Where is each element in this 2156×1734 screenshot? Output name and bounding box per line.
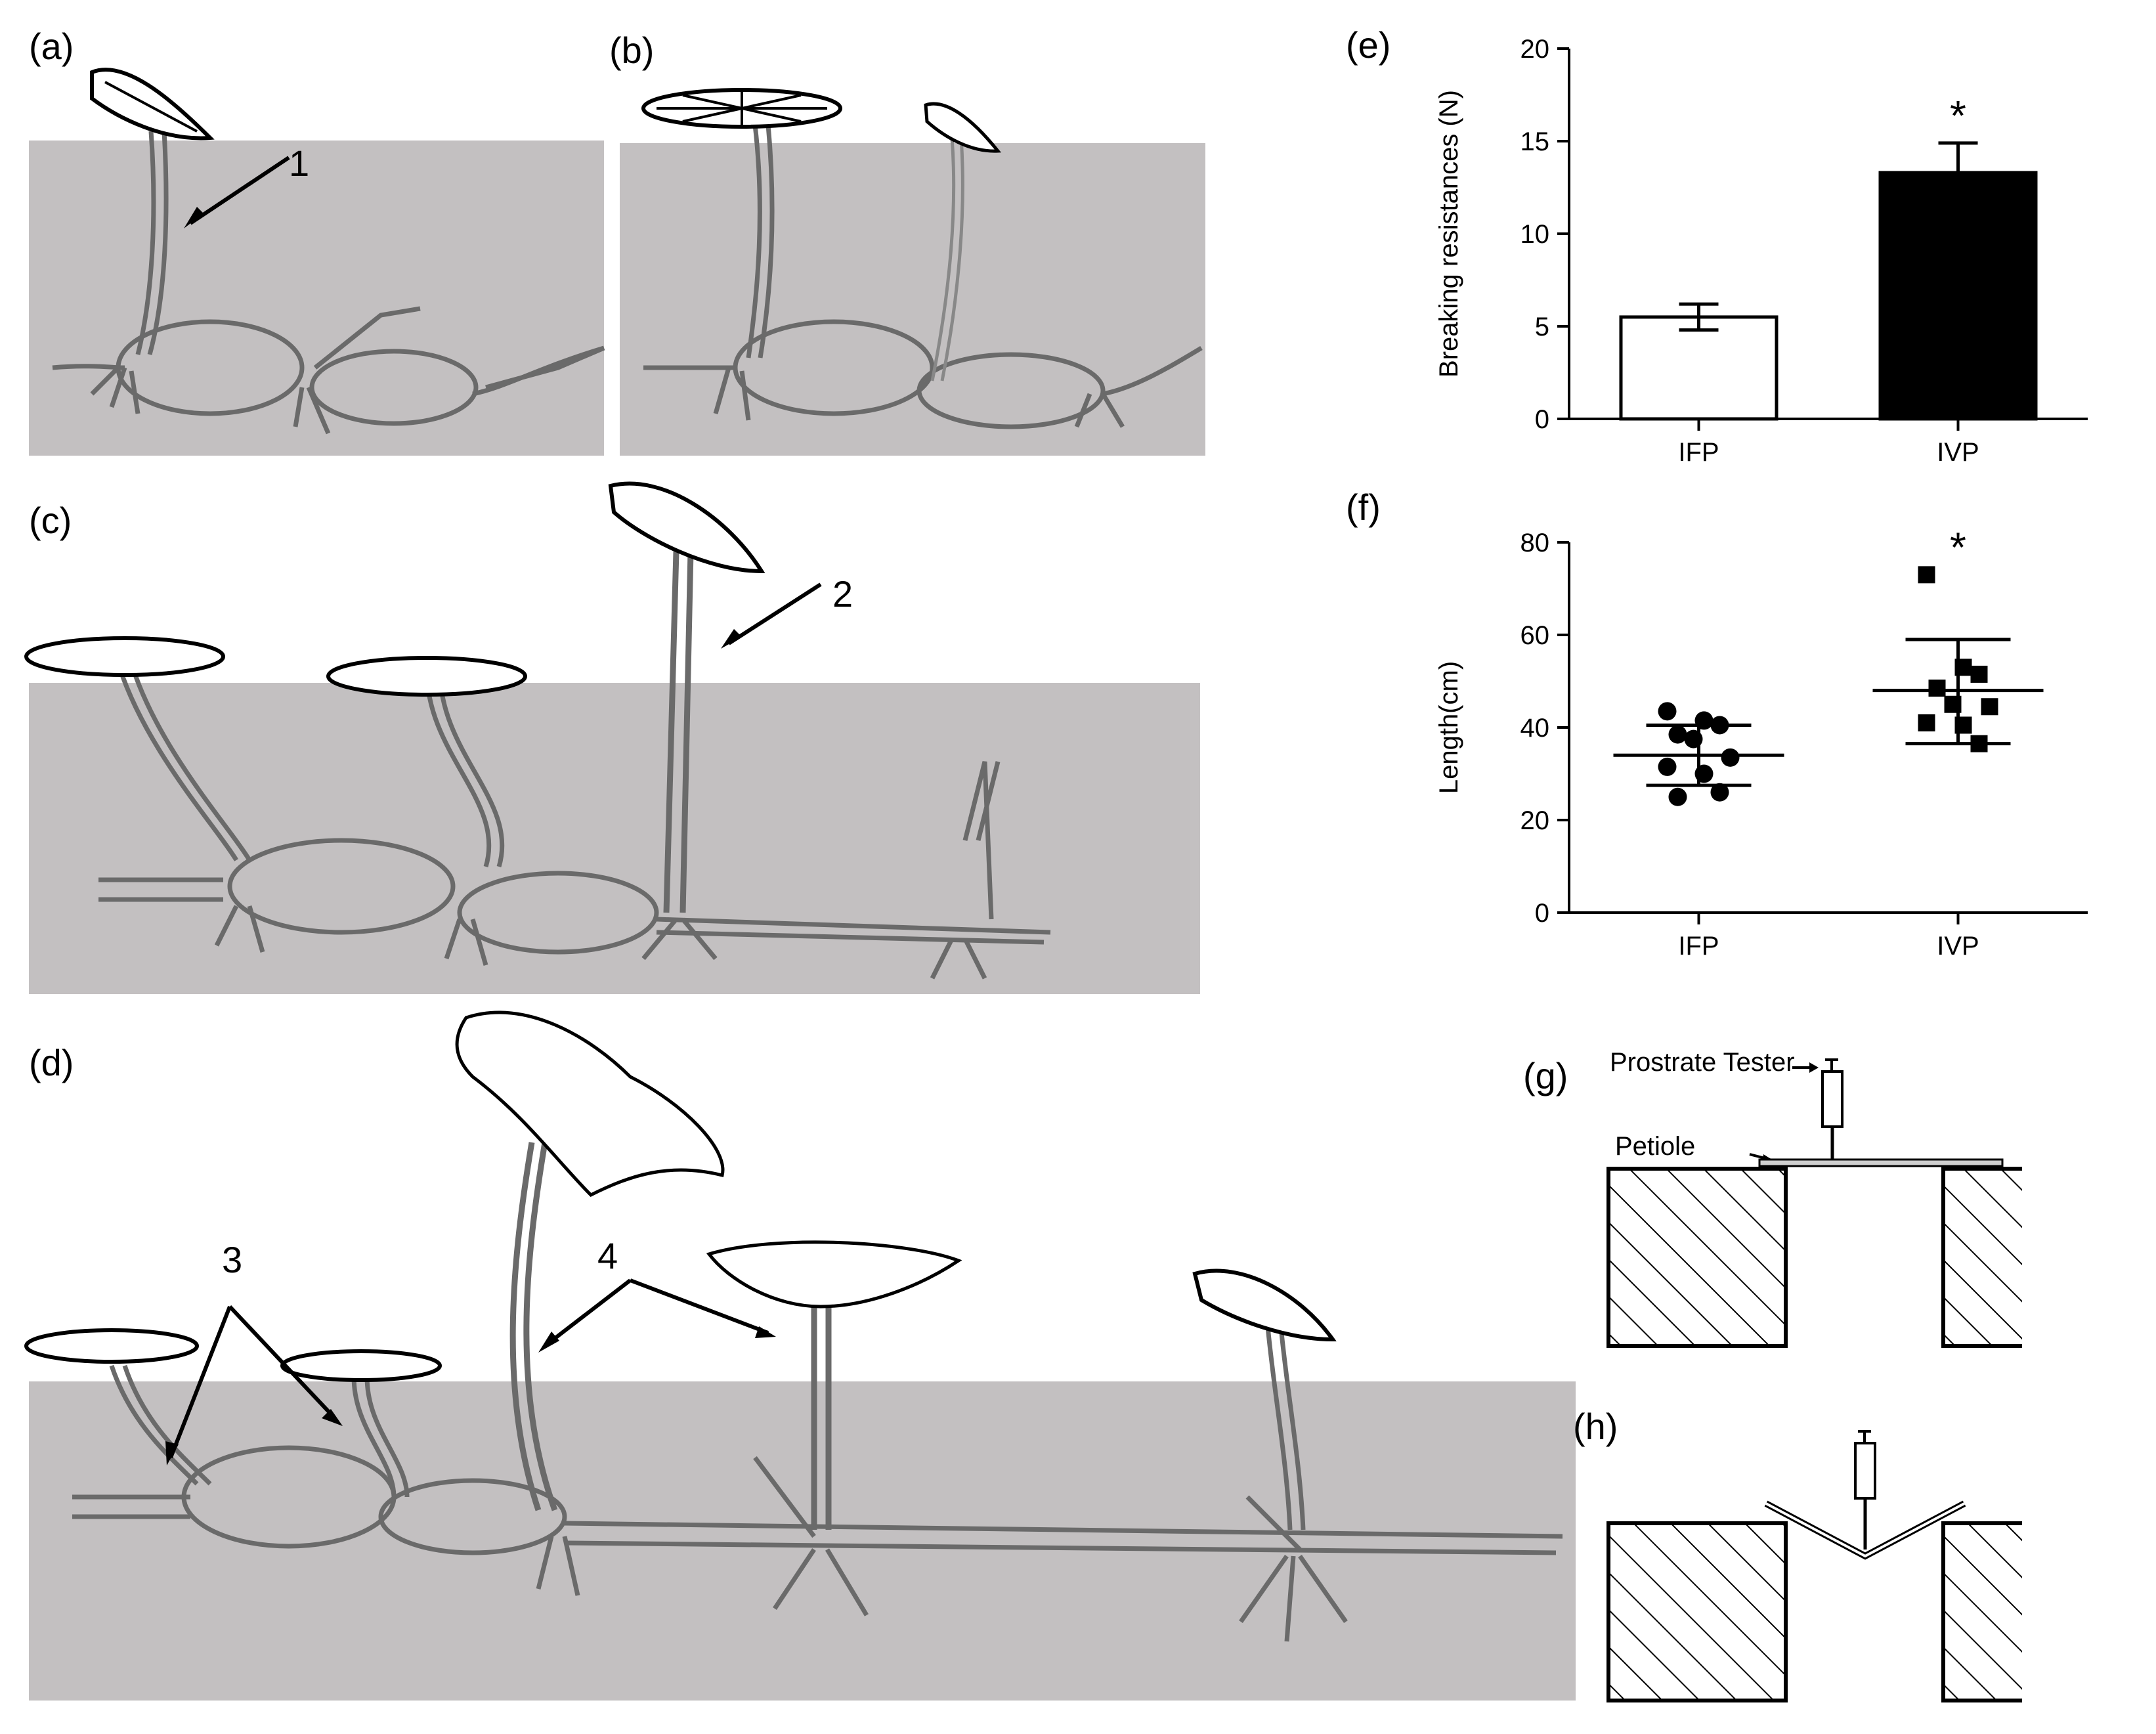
tester-diagram-g: [1606, 1058, 2022, 1348]
rhizome-node: [309, 349, 479, 426]
x-tick-label: IVP: [1937, 932, 1979, 961]
floating-leaf: [326, 656, 527, 697]
support-block-right: [1941, 1167, 2022, 1348]
y-tick-label: 0: [1535, 899, 1549, 928]
y-tick-label: 20: [1520, 806, 1550, 835]
support-block-left: [1606, 1167, 1788, 1348]
emergent-leaf: [455, 1010, 725, 1198]
rolled-leaf: [608, 481, 765, 574]
chart-breaking-resistance: Breaking resistances (N) 0 5 10 15 20 IFP IVP…: [1434, 35, 2088, 467]
y-tick-label: 15: [1520, 127, 1550, 156]
data-point: [1970, 665, 1988, 683]
y-tick-label: 10: [1520, 220, 1550, 249]
data-point: [1918, 714, 1935, 731]
support-block-right: [1941, 1521, 2022, 1702]
prostrate-tester-label: Prostrate Tester: [1610, 1048, 1795, 1077]
data-point: [1658, 702, 1677, 721]
floating-leaf: [641, 88, 842, 129]
y-tick-label: 20: [1520, 35, 1550, 64]
panel-label-c: (c): [29, 500, 72, 541]
bar-ivp: [1878, 171, 2038, 421]
lotus-illustration-a: [52, 68, 605, 435]
arrow-1: [184, 156, 290, 228]
y-axis-label: Breaking resistances (N): [1434, 90, 1463, 378]
y-tick-label: 80: [1520, 529, 1550, 557]
data-point: [1981, 698, 1998, 716]
data-point: [1928, 680, 1946, 697]
petiole-label: Petiole: [1615, 1132, 1696, 1161]
significance-star: *: [1950, 523, 1966, 571]
data-point: [1710, 783, 1729, 802]
bar-ifp: [1619, 315, 1779, 421]
panel-label-e: (e): [1346, 24, 1391, 66]
y-tick-label: 0: [1535, 405, 1549, 434]
data-point: [1668, 725, 1687, 744]
callout-4: 4: [597, 1235, 618, 1276]
petiole-sample: [1758, 1158, 2004, 1167]
lotus-illustration-d: [24, 1010, 1563, 1642]
emergent-leaf: [706, 1240, 962, 1309]
callout-1: 1: [289, 142, 310, 184]
floating-leaf: [280, 1349, 442, 1382]
tester-body: [1854, 1442, 1876, 1500]
y-axis-label: Length(cm): [1434, 661, 1463, 794]
callout-3: 3: [222, 1239, 243, 1280]
rolled-leaf: [924, 102, 1002, 153]
tester-body: [1821, 1070, 1843, 1128]
data-point: [1658, 757, 1677, 776]
y-tick-label: 40: [1520, 714, 1550, 743]
tester-diagram-h: [1606, 1430, 2022, 1702]
panel-label-h: (h): [1573, 1406, 1618, 1447]
data-point: [1721, 748, 1740, 767]
panel-label-a: (a): [29, 26, 74, 67]
y-tick-label: 5: [1535, 313, 1549, 341]
data-point: [1668, 787, 1687, 806]
y-tick-label: 60: [1520, 621, 1550, 650]
arrow-2: [721, 582, 822, 649]
rolled-leaf: [1192, 1268, 1337, 1342]
floating-leaf: [24, 1328, 199, 1364]
x-tick-label: IFP: [1678, 438, 1719, 467]
panel-label-f: (f): [1346, 487, 1381, 528]
arrows-4: [538, 1278, 776, 1353]
callout-2: 2: [832, 573, 853, 615]
x-tick-label: IVP: [1937, 438, 1979, 467]
lotus-illustration-c: [24, 481, 1051, 980]
chart-petiole-length: Length(cm) 0 20 40 60 80 IFP IVP *: [1434, 523, 2088, 961]
water-area-d: [29, 1381, 1576, 1701]
panel-label-b: (b): [609, 30, 655, 71]
significance-star: *: [1950, 92, 1966, 139]
support-block-left: [1606, 1521, 1788, 1702]
floating-leaf: [24, 636, 225, 677]
lotus-illustration-b: [641, 88, 1203, 429]
arrows-3: [165, 1305, 343, 1465]
x-tick-label: IFP: [1678, 932, 1719, 961]
data-point: [1918, 566, 1935, 584]
panel-label-d: (d): [29, 1042, 74, 1083]
rhizome-node: [116, 319, 305, 416]
panel-label-g: (g): [1523, 1055, 1568, 1096]
